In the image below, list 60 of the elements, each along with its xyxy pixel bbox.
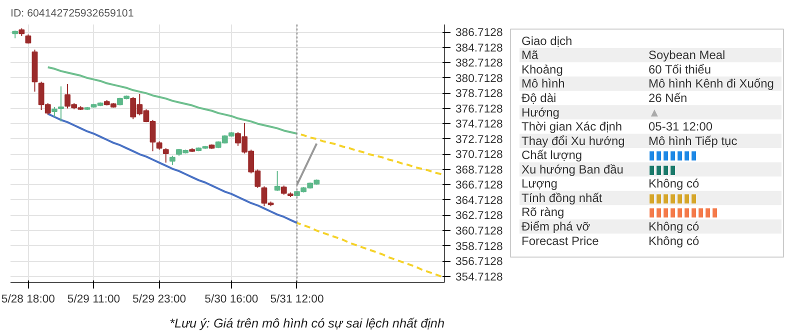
text: Mô hình Tiếp tục [648,134,738,148]
category-label: Khoảng [522,62,563,76]
text: Không có [648,234,700,248]
y-tick-label: 364.7128 [456,194,503,207]
text: ▮▮▮▮ [648,162,676,176]
text: ▲ [648,105,660,120]
category-label: Hướng [522,105,560,120]
category-label: Mã [522,48,538,62]
y-tick-label: 368.7128 [456,164,503,176]
text: 26 Nến [648,90,688,105]
y-tick-label: 366.7128 [456,180,503,192]
y-tick-label: 382.7128 [456,58,503,70]
category-label: Tính đồng nhất [522,190,602,205]
text: ▮▮▮▮▮▮▮ [648,190,698,205]
text: *Lưu ý: Giá trên mô hình có sự sai lệch nhất định [170,316,445,330]
x-tick-label: 5/29 11:00 [67,294,120,306]
category-label: Thời gian Xác định [522,120,622,134]
y-tick-label: 372.7128 [456,134,503,146]
y-tick-label: 360.7128 [456,225,503,238]
category-label: Chất lượng [522,148,582,162]
category-label: Lượng [522,176,558,191]
y-tick-label: 370.7128 [456,149,503,162]
category-label: Độ dài [522,90,556,105]
y-tick-label: 374.7128 [456,118,503,131]
text: 05-31 12:00 [648,120,713,134]
line-series [296,142,318,186]
y-tick-label: 376.7128 [456,103,503,116]
y-tick-label: 356.7128 [456,256,503,268]
y-tick-label: 362.7128 [456,210,503,222]
candlestick [274,170,280,192]
y-tick-label: 380.7128 [456,72,503,85]
line-series [46,66,298,135]
candlestick [169,155,176,166]
line-series [46,112,298,224]
text: ▮▮▮▮▮▮▮ [648,148,698,162]
x-tick-label: 5/28 18:00 [1,294,55,306]
text: Không có [648,220,700,234]
chart-title: ID: 604142725932659101 [10,8,134,20]
category-label: Thay đổi Xu hướng [522,134,625,148]
y-tick-label: 384.7128 [456,42,503,54]
x-tick-label: 5/29 23:00 [132,294,186,306]
category-label: Xu hướng Ban đầu [522,162,624,176]
y-tick-label: 378.7128 [456,88,503,100]
text: Mô hình Kênh đi Xuống [648,76,774,91]
text: 60 Tối thiểu [648,62,711,76]
text: Soybean Meal [648,48,726,62]
y-tick-label: 386.7128 [456,27,503,40]
candlestick [280,185,287,196]
category-label: Forecast Price [522,234,599,248]
category-label: Rõ ràng [522,205,564,220]
category-label: Mô hình [522,76,565,91]
y-tick-label: 358.7128 [456,240,503,253]
text: Không có [648,176,700,191]
y-tick-label: 354.7128 [456,271,503,284]
candlestick [162,148,169,164]
text: ▮▮▮▮▮▮▮▮▮▮ [648,205,718,220]
x-tick-label: 5/31 12:00 [270,294,324,306]
category-label: Điểm phá vỡ [522,220,590,234]
category-label: Giao dịch [522,34,572,48]
x-tick-label: 5/30 16:00 [204,294,258,306]
